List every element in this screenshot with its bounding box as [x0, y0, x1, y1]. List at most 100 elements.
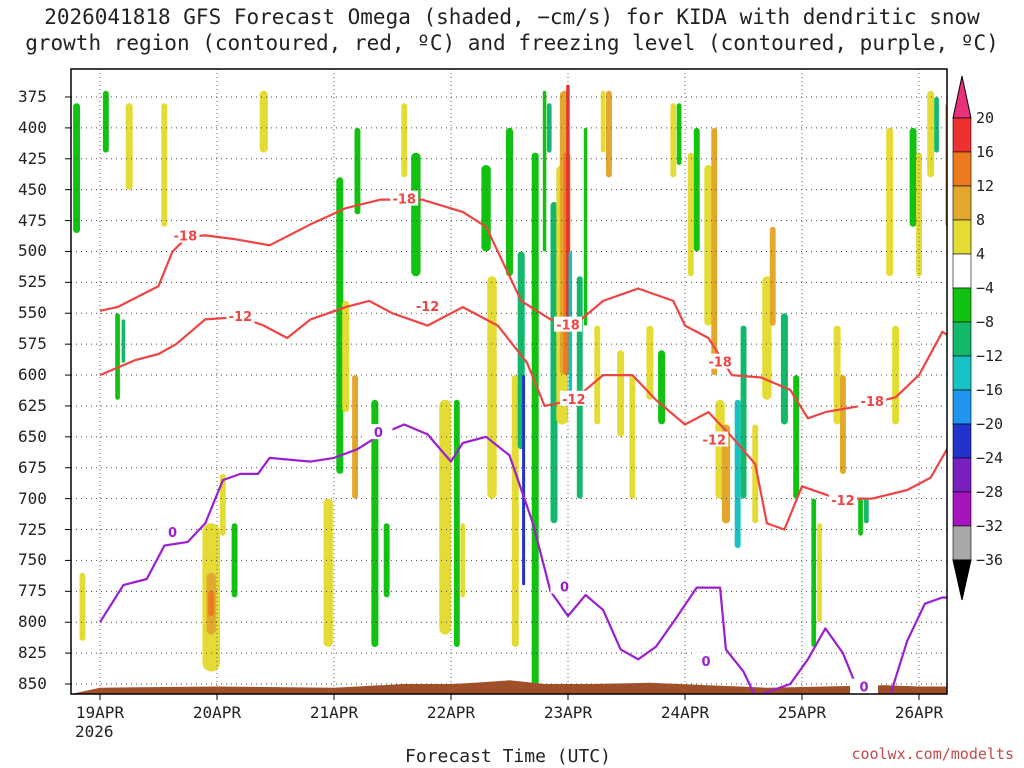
colorbar-tick-label: −24 — [976, 449, 1004, 467]
dgz-label-m18-a-bg — [171, 227, 200, 243]
colorbar-swatch — [952, 457, 972, 493]
omega-cell — [658, 350, 666, 425]
colorbar-swatch — [952, 151, 972, 187]
omega-cell — [531, 152, 539, 694]
colorbar-tick-label: 16 — [976, 143, 995, 161]
colorbar-tick-label: −20 — [976, 415, 1004, 433]
omega-cell — [102, 90, 109, 153]
dgz-label-m12-e-bg — [828, 492, 857, 508]
omega-cell — [740, 325, 747, 499]
grid-lines — [65, 69, 947, 700]
omega-cell — [704, 165, 713, 326]
omega-cell — [600, 90, 606, 153]
freezing-label-b-bg — [364, 424, 393, 440]
dgz-label-m18-b: -18 — [392, 193, 416, 208]
colorbar-swatch — [952, 117, 972, 153]
dgz-label-m12-a: -12 — [229, 310, 253, 325]
omega-cell — [687, 152, 694, 277]
omega-cell — [73, 103, 81, 233]
omega-cell — [352, 375, 358, 499]
omega-cell — [909, 127, 917, 227]
omega-cell — [401, 103, 408, 178]
omega-cell — [161, 103, 168, 227]
colorbar-tick-label: −32 — [976, 517, 1004, 535]
terrain-surface — [71, 680, 947, 694]
dgz-label-m12-c: -12 — [562, 393, 586, 408]
colorbar-tick-label: −16 — [976, 381, 1004, 399]
contour-lines: -18 -18 -18 -18 -18 -12 -12 -12 -12 -12 0 0 0 0 0 — [99, 190, 947, 696]
omega-cell — [550, 202, 558, 524]
y-tick-label: 800 — [18, 612, 47, 632]
colorbar-tick-label: 12 — [976, 177, 995, 195]
freezing-label-d-bg — [692, 652, 721, 668]
colorbar-swatch — [952, 423, 972, 459]
omega-cell — [916, 152, 922, 277]
colorbar-tick-label: 8 — [976, 211, 986, 229]
omega-cell — [208, 591, 215, 616]
colorbar-tick-label: −8 — [976, 313, 995, 331]
dgz-label-m12-d: -12 — [703, 434, 727, 449]
x-tick-label: 25APR — [777, 703, 827, 722]
omega-cell — [371, 399, 379, 647]
omega-cell — [231, 523, 238, 598]
freezing-level-contour — [99, 423, 947, 694]
freezing-label-b: 0 — [374, 426, 383, 441]
omega-cell — [506, 127, 513, 277]
colorbar-swatch — [952, 219, 972, 255]
y-tick-label: 775 — [18, 581, 47, 601]
colorbar-tick-label: −28 — [976, 483, 1004, 501]
dgz-label-m12-c-bg — [559, 390, 588, 406]
x-tick-label: 22APR — [426, 703, 476, 722]
colorbar-top-arrow — [952, 75, 972, 119]
y-tick-label: 675 — [18, 457, 47, 477]
dgz-label-m18-b-bg — [390, 190, 419, 206]
omega-cell — [769, 226, 776, 326]
x-tick-label: 24APR — [660, 703, 710, 722]
freezing-label-e: 0 — [859, 681, 868, 696]
omega-cell — [79, 572, 86, 641]
omega-cell — [411, 152, 421, 277]
omega-cell — [734, 399, 741, 549]
omega-cell — [323, 498, 333, 647]
y-tick-label: 825 — [18, 643, 47, 663]
omega-cell — [354, 127, 361, 215]
dgz-label-m18-d-bg — [706, 353, 735, 369]
y-tick-label: 650 — [18, 426, 47, 446]
omega-shading — [73, 84, 947, 694]
colorbar-swatch — [952, 287, 972, 323]
x-tick-label: 21APR — [309, 703, 359, 722]
omega-cell — [762, 276, 772, 400]
omega-cell — [617, 350, 625, 437]
x-axis-year: 2026 — [75, 722, 114, 741]
y-tick-label: 725 — [18, 519, 47, 539]
colorbar-tick-label: −4 — [976, 279, 995, 297]
omega-cell — [811, 498, 817, 647]
colorbar-bottom-arrow — [952, 559, 972, 601]
dgz-label-m18-c-bg — [554, 316, 582, 332]
freezing-label-c: 0 — [560, 581, 569, 596]
dgz-label-m12-b: -12 — [416, 300, 440, 315]
omega-cell — [840, 375, 846, 474]
y-tick-label: 425 — [18, 148, 47, 168]
colorbar-swatch — [952, 491, 972, 527]
omega-cell — [886, 127, 894, 277]
omega-cell — [453, 399, 460, 647]
y-tick-label: 475 — [18, 210, 47, 230]
colorbar-swatch — [952, 389, 972, 425]
omega-cell — [864, 498, 869, 524]
omega-cell — [892, 325, 900, 425]
y-tick-label: 700 — [18, 488, 47, 508]
x-tick-label: 19APR — [75, 703, 125, 722]
colorbar-tick-label: 20 — [976, 109, 995, 127]
y-tick-label: 400 — [18, 117, 47, 137]
dgz-label-m12-e: -12 — [831, 494, 855, 509]
dgz-label-m18-e-bg — [858, 393, 887, 409]
omega-cell — [606, 90, 612, 178]
y-tick-label: 850 — [18, 674, 47, 693]
omega-cell — [934, 97, 939, 153]
dgz-label-m18-c: -18 — [556, 319, 580, 334]
colorbar-swatch — [952, 253, 972, 289]
omega-cell — [342, 300, 350, 413]
x-axis-label: Forecast Time (UTC) — [405, 746, 611, 767]
omega-cell — [927, 90, 935, 178]
